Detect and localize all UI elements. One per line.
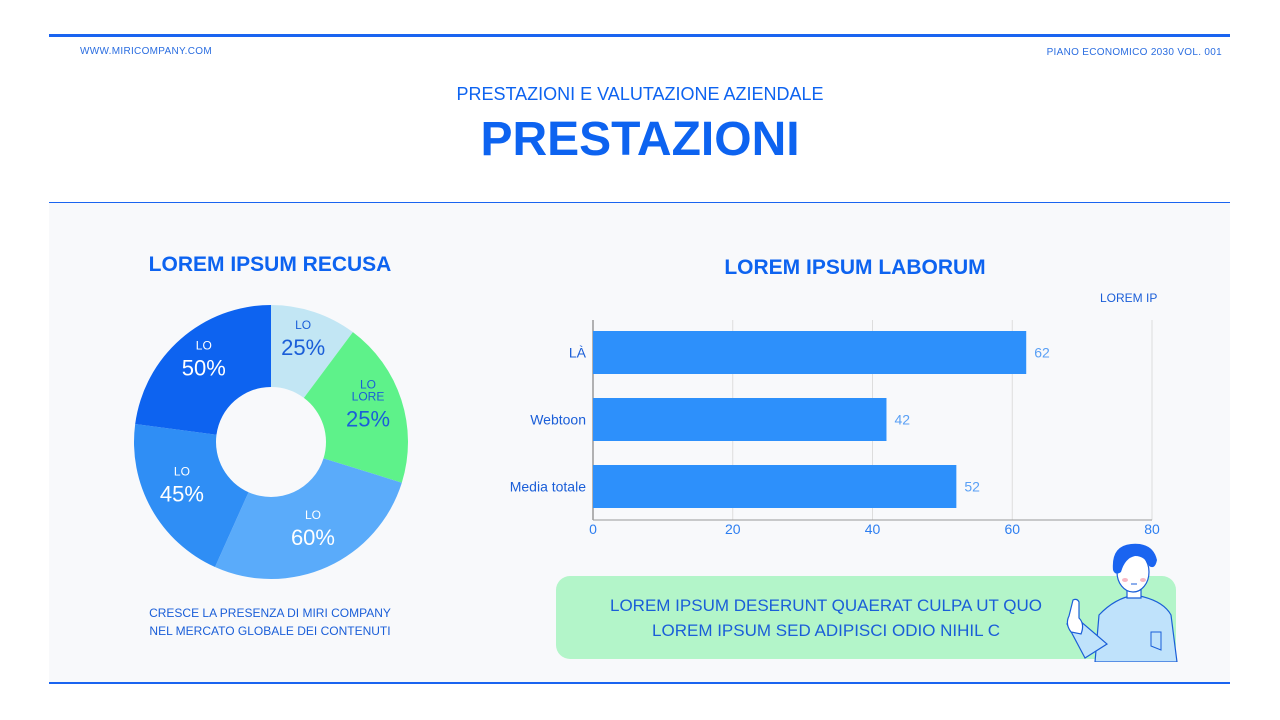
slice-label: LO xyxy=(295,318,311,332)
bar xyxy=(593,398,887,441)
category-label: Media totale xyxy=(510,479,586,495)
donut-slice xyxy=(134,423,249,568)
note-line-2: LOREM IPSUM SED ADIPISCI ODIO NIHIL C xyxy=(652,621,1000,640)
slice-value: 25% xyxy=(346,406,390,431)
slice-value: 60% xyxy=(291,525,335,550)
slice-value: 45% xyxy=(160,482,204,507)
bar-value-label: 62 xyxy=(1034,345,1050,361)
slice-label: LO xyxy=(305,508,321,522)
category-label: LÀ xyxy=(569,345,587,361)
slice-label: LORE xyxy=(352,389,385,403)
top-rule xyxy=(49,34,1230,37)
x-tick-label: 40 xyxy=(865,521,881,537)
donut-slice xyxy=(215,458,402,579)
bottom-rule xyxy=(49,682,1230,684)
slice-label: LO xyxy=(196,338,212,352)
bar-value-label: 42 xyxy=(894,412,910,428)
donut-caption: CRESCE LA PRESENZA DI MIRI COMPANY NEL M… xyxy=(110,604,430,640)
donut-title: LOREM IPSUM RECUSA xyxy=(148,253,392,276)
page-subtitle: PRESTAZIONI E VALUTAZIONE AZIENDALE xyxy=(456,84,824,104)
slice-label: LO xyxy=(360,377,376,391)
note-line-1: LOREM IPSUM DESERUNT QUAERAT CULPA UT QU… xyxy=(609,596,1042,615)
slice-label: LO xyxy=(174,465,190,479)
bar-chart: 0 20 40 60 80 LÀ 62 Webtoon 42 Media totale 52 xyxy=(510,320,1160,537)
website-label: WWW.MIRICOMPANY.COM xyxy=(80,46,212,57)
x-tick-label: 0 xyxy=(589,521,597,537)
bar-title: LOREM IPSUM LABORUM xyxy=(724,256,986,279)
donut-slice xyxy=(135,305,271,435)
slice-value: 50% xyxy=(182,355,226,380)
bar xyxy=(593,331,1027,374)
caption-line-2: NEL MERCATO GLOBALE DEI CONTENUTI xyxy=(149,624,391,638)
person-illustration xyxy=(1066,543,1178,662)
x-tick-label: 60 xyxy=(1004,521,1020,537)
bar-legend: LOREM IP xyxy=(1100,291,1158,305)
x-tick-label: 20 xyxy=(725,521,741,537)
doc-label: PIANO ECONOMICO 2030 VOL. 001 xyxy=(1046,47,1222,58)
x-tick-label: 80 xyxy=(1144,521,1160,537)
caption-line-1: CRESCE LA PRESENZA DI MIRI COMPANY xyxy=(149,606,391,620)
category-label: Webtoon xyxy=(530,412,586,428)
bar-value-label: 52 xyxy=(964,479,980,495)
donut-slice xyxy=(303,332,408,483)
page-title: PRESTAZIONI xyxy=(480,113,800,166)
bar xyxy=(593,465,957,508)
donut-slice xyxy=(271,305,353,398)
slice-value: 25% xyxy=(281,335,325,360)
header-divider xyxy=(49,202,1230,203)
